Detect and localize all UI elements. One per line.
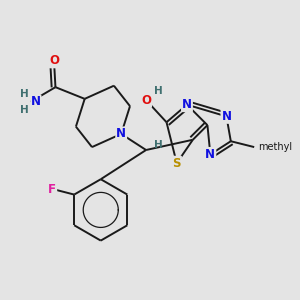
Text: H: H xyxy=(20,88,28,99)
Text: methyl: methyl xyxy=(258,142,292,152)
Text: H: H xyxy=(154,140,163,150)
Text: O: O xyxy=(49,54,59,68)
Text: N: N xyxy=(206,148,215,161)
Text: F: F xyxy=(48,183,56,196)
Text: O: O xyxy=(141,94,151,107)
Text: N: N xyxy=(116,128,126,140)
Text: H: H xyxy=(154,86,163,96)
Text: N: N xyxy=(31,95,41,108)
Text: H: H xyxy=(20,105,28,115)
Text: N: N xyxy=(182,98,192,111)
Text: S: S xyxy=(172,157,181,170)
Text: N: N xyxy=(221,110,231,123)
